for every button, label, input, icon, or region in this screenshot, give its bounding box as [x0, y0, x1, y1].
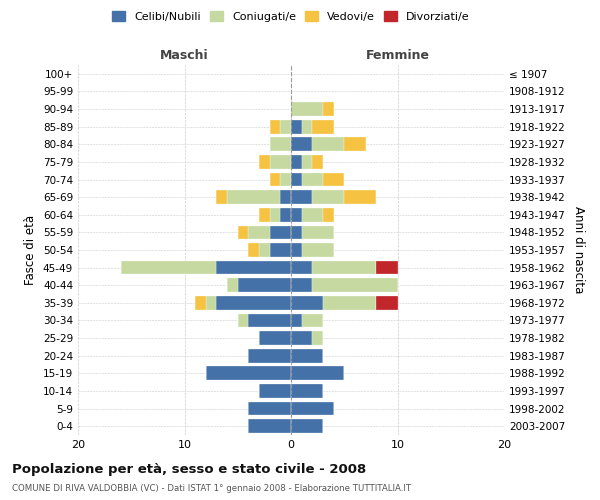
Bar	[291, 208, 302, 222]
Bar	[259, 155, 270, 169]
Bar	[291, 226, 302, 239]
Bar	[313, 278, 398, 292]
Bar	[313, 155, 323, 169]
Bar	[248, 420, 291, 433]
Bar	[302, 208, 323, 222]
Bar	[291, 138, 313, 151]
Bar	[259, 208, 270, 222]
Y-axis label: Fasce di età: Fasce di età	[25, 215, 37, 285]
Bar	[291, 260, 313, 274]
Bar	[291, 314, 302, 328]
Bar	[313, 120, 334, 134]
Bar	[313, 190, 344, 204]
Bar	[270, 172, 280, 186]
Bar	[291, 331, 313, 345]
Bar	[291, 402, 334, 415]
Bar	[259, 384, 291, 398]
Bar	[376, 260, 398, 274]
Bar	[270, 243, 291, 257]
Bar	[291, 155, 302, 169]
Bar	[376, 296, 398, 310]
Bar	[248, 349, 291, 362]
Bar	[259, 243, 270, 257]
Bar	[302, 120, 312, 134]
Bar	[270, 226, 291, 239]
Bar	[302, 172, 323, 186]
Bar	[248, 243, 259, 257]
Bar	[280, 190, 291, 204]
Bar	[227, 190, 280, 204]
Bar	[291, 120, 302, 134]
Text: Popolazione per età, sesso e stato civile - 2008: Popolazione per età, sesso e stato civil…	[12, 462, 366, 475]
Bar	[259, 331, 291, 345]
Legend: Celibi/Nubili, Coniugati/e, Vedovi/e, Divorziati/e: Celibi/Nubili, Coniugati/e, Vedovi/e, Di…	[112, 12, 470, 22]
Bar	[323, 102, 334, 116]
Bar	[313, 138, 344, 151]
Bar	[217, 260, 291, 274]
Bar	[248, 226, 270, 239]
Bar	[344, 190, 376, 204]
Bar	[291, 296, 323, 310]
Text: Maschi: Maschi	[160, 50, 209, 62]
Bar	[270, 138, 291, 151]
Bar	[323, 296, 376, 310]
Bar	[248, 314, 291, 328]
Y-axis label: Anni di nascita: Anni di nascita	[572, 206, 585, 294]
Bar	[302, 243, 334, 257]
Bar	[291, 384, 323, 398]
Bar	[291, 278, 313, 292]
Bar	[313, 260, 376, 274]
Bar	[291, 243, 302, 257]
Bar	[217, 190, 227, 204]
Bar	[121, 260, 217, 274]
Bar	[217, 296, 291, 310]
Bar	[291, 172, 302, 186]
Bar	[206, 366, 291, 380]
Bar	[280, 208, 291, 222]
Bar	[313, 331, 323, 345]
Bar	[248, 402, 291, 415]
Bar	[291, 366, 344, 380]
Bar	[302, 314, 323, 328]
Bar	[206, 296, 217, 310]
Bar	[291, 420, 323, 433]
Bar	[302, 226, 334, 239]
Bar	[323, 208, 334, 222]
Bar	[291, 349, 323, 362]
Bar	[280, 172, 291, 186]
Bar	[270, 155, 291, 169]
Bar	[323, 172, 344, 186]
Bar	[227, 278, 238, 292]
Bar	[238, 278, 291, 292]
Text: COMUNE DI RIVA VALDOBBIA (VC) - Dati ISTAT 1° gennaio 2008 - Elaborazione TUTTIT: COMUNE DI RIVA VALDOBBIA (VC) - Dati IST…	[12, 484, 411, 493]
Bar	[344, 138, 365, 151]
Bar	[270, 208, 280, 222]
Bar	[195, 296, 206, 310]
Bar	[238, 226, 248, 239]
Bar	[302, 155, 312, 169]
Bar	[280, 120, 291, 134]
Bar	[270, 120, 280, 134]
Bar	[291, 190, 313, 204]
Text: Femmine: Femmine	[365, 50, 430, 62]
Bar	[238, 314, 248, 328]
Bar	[291, 102, 323, 116]
